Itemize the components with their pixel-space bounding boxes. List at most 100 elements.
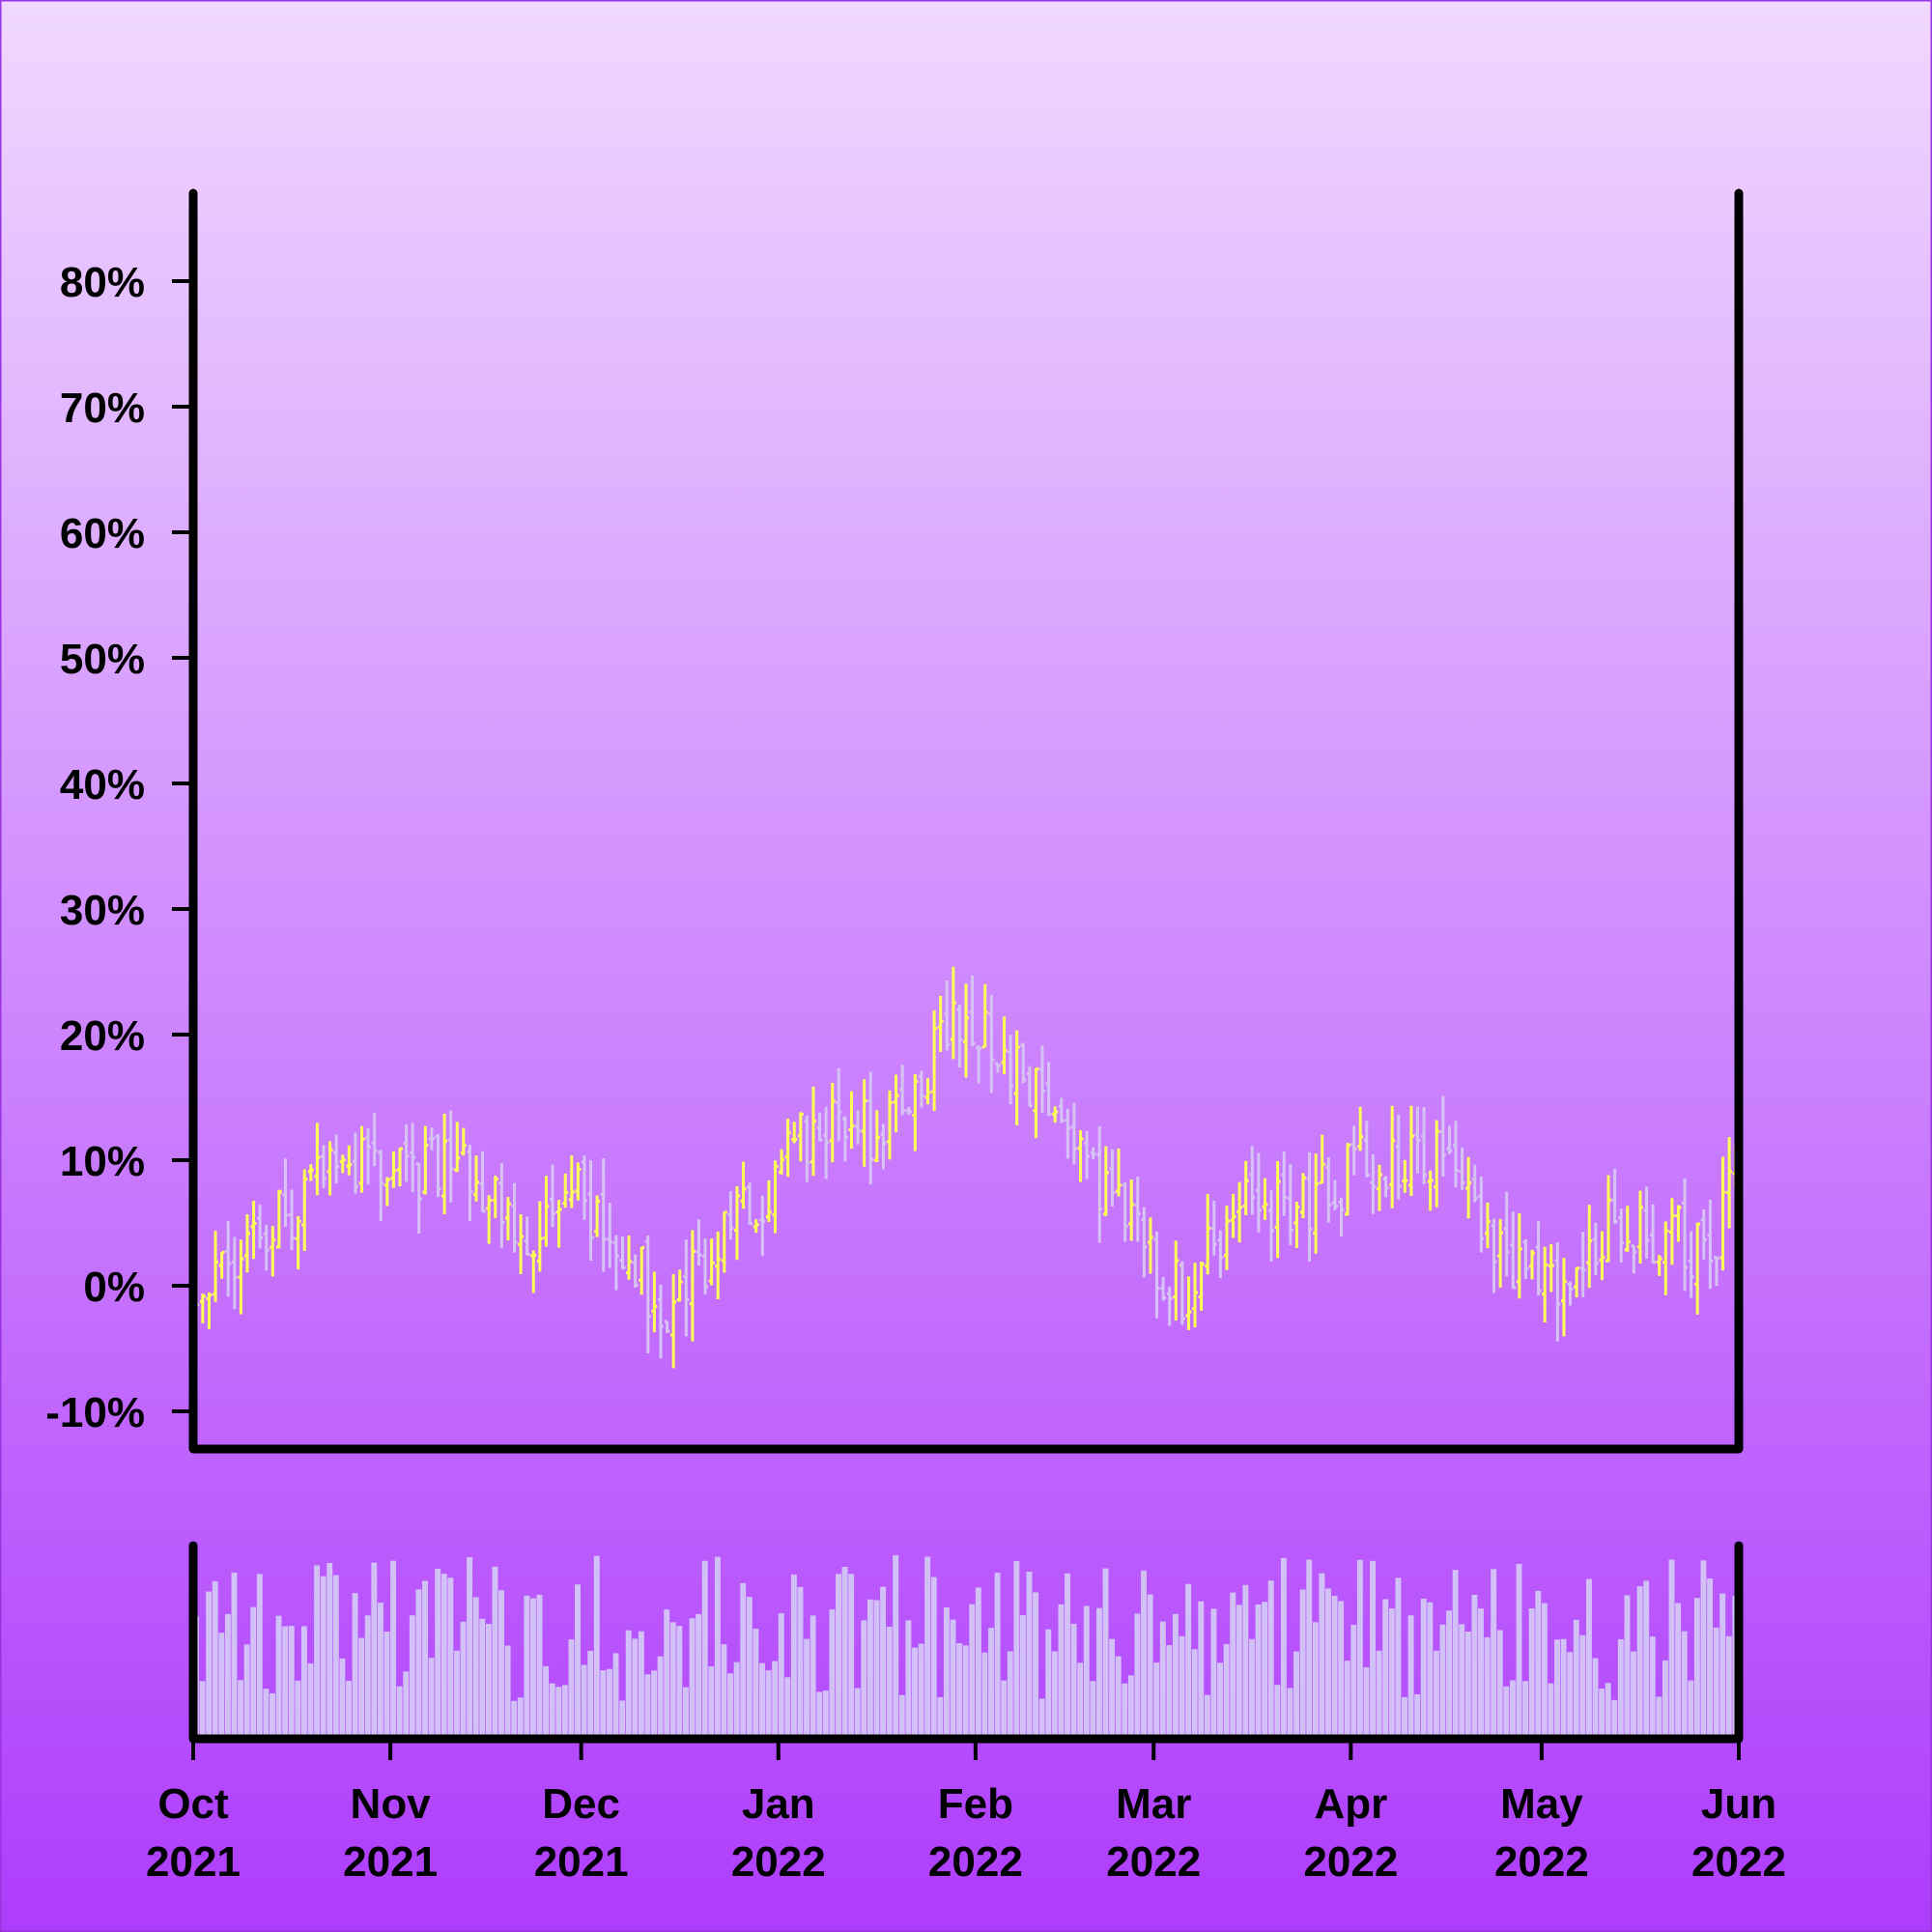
- volume-bar: [288, 1626, 295, 1739]
- ohlc-bar: [1210, 1200, 1217, 1256]
- ohlc-bar: [797, 1112, 804, 1162]
- volume-bar: [1109, 1638, 1116, 1739]
- ohlc-bar: [880, 1123, 887, 1170]
- x-tick-label-month: Nov: [351, 1780, 432, 1828]
- volume-bar: [898, 1694, 905, 1739]
- ohlc-bar: [1427, 1170, 1434, 1211]
- ohlc-bar: [327, 1141, 333, 1196]
- ohlc-bar: [1268, 1189, 1275, 1263]
- ohlc-bar: [1338, 1197, 1345, 1236]
- ohlc-bar: [841, 1116, 848, 1162]
- ohlc-bar: [893, 1074, 899, 1133]
- x-tick-label-month: Jan: [742, 1780, 815, 1828]
- volume-bar: [1013, 1560, 1020, 1739]
- ohlc-bar: [1122, 1181, 1128, 1242]
- ohlc-bar: [543, 1176, 550, 1247]
- ohlc-bar: [804, 1115, 810, 1182]
- volume-bar: [377, 1603, 384, 1739]
- volume-bar: [1249, 1638, 1255, 1739]
- ohlc-bar: [1223, 1206, 1230, 1270]
- volume-bar: [1414, 1693, 1421, 1739]
- ohlc-bar: [314, 1122, 321, 1196]
- volume-bar: [364, 1615, 371, 1739]
- ohlc-bar: [594, 1195, 601, 1237]
- volume-bar: [1700, 1560, 1707, 1739]
- volume-bar: [1516, 1563, 1522, 1739]
- volume-bar: [1509, 1680, 1516, 1739]
- volume-bar: [467, 1556, 473, 1739]
- volume-bar: [930, 1577, 937, 1739]
- ohlc-bar: [1236, 1181, 1243, 1243]
- ohlc-bar: [397, 1147, 403, 1187]
- volume-bar: [1166, 1645, 1173, 1739]
- ohlc-bar: [1008, 1035, 1014, 1105]
- ohlc-bar: [581, 1155, 587, 1220]
- volume-bar: [1567, 1652, 1574, 1739]
- volume-bar: [1051, 1651, 1058, 1739]
- volume-bar: [587, 1650, 594, 1739]
- ohlc-bar: [1713, 1256, 1719, 1287]
- x-tick-label-month: Dec: [542, 1780, 620, 1828]
- volume-bar: [1675, 1603, 1682, 1739]
- volume-bar: [759, 1662, 765, 1739]
- ohlc-bar: [1363, 1121, 1370, 1178]
- volume-series: [193, 1555, 1739, 1739]
- volume-bar: [861, 1620, 867, 1739]
- volume-bar: [836, 1574, 841, 1739]
- ohlc-bar: [1421, 1107, 1428, 1184]
- x-tick-label-year: 2022: [1303, 1838, 1398, 1886]
- volume-bar: [1478, 1608, 1484, 1739]
- ohlc-bar: [676, 1269, 683, 1302]
- volume-bar: [1631, 1651, 1636, 1739]
- volume-bar: [1643, 1580, 1650, 1739]
- ohlc-bar: [1414, 1106, 1421, 1174]
- ohlc-bar: [1045, 1062, 1052, 1117]
- volume-bar: [848, 1574, 855, 1739]
- volume-bar: [1058, 1604, 1065, 1739]
- x-tick-label-year: 2022: [731, 1838, 826, 1886]
- ohlc-bar: [657, 1284, 664, 1359]
- volume-bar: [504, 1645, 511, 1739]
- ohlc-bar: [1382, 1176, 1389, 1198]
- volume-bar: [218, 1633, 225, 1739]
- ohlc-bar: [1510, 1211, 1517, 1290]
- x-tick-label-year: 2022: [1691, 1838, 1786, 1886]
- ohlc-bar: [963, 983, 969, 1078]
- ohlc-bar: [1395, 1114, 1402, 1200]
- ohlc-bar: [1001, 1016, 1008, 1074]
- ohlc-bar: [1134, 1177, 1141, 1242]
- ohlc-bar: [855, 1110, 862, 1145]
- ohlc-bar: [887, 1090, 893, 1160]
- volume-bar: [346, 1680, 352, 1739]
- ohlc-bar: [1643, 1186, 1650, 1259]
- volume-bar: [282, 1626, 289, 1739]
- volume-bar: [1090, 1681, 1096, 1739]
- volume-bar: [1331, 1595, 1338, 1739]
- volume-bar: [327, 1562, 333, 1739]
- volume-bar: [1376, 1650, 1382, 1739]
- ohlc-bar: [1077, 1130, 1084, 1182]
- ohlc-bar: [740, 1161, 747, 1209]
- ohlc-bar: [1102, 1146, 1109, 1216]
- ohlc-bar: [333, 1134, 340, 1184]
- volume-bar: [1719, 1593, 1726, 1739]
- volume-bar: [1280, 1557, 1287, 1739]
- volume-bar: [1007, 1651, 1013, 1739]
- ohlc-bar: [772, 1160, 779, 1234]
- ohlc-bar: [1560, 1258, 1567, 1337]
- ohlc-bar: [612, 1235, 619, 1291]
- volume-bar: [1707, 1578, 1714, 1739]
- ohlc-bar: [1688, 1231, 1694, 1298]
- volume-bar: [517, 1697, 524, 1739]
- ohlc-bar: [295, 1216, 301, 1270]
- volume-bar: [981, 1652, 988, 1739]
- ohlc-bar: [511, 1182, 518, 1253]
- ohlc-bar: [1605, 1175, 1611, 1263]
- volume-bar: [256, 1574, 263, 1739]
- ohlc-bar: [454, 1122, 461, 1173]
- ohlc-bar: [969, 975, 976, 1047]
- volume-bar: [924, 1556, 931, 1739]
- ohlc-bar: [301, 1169, 308, 1252]
- volume-bar: [1236, 1605, 1242, 1739]
